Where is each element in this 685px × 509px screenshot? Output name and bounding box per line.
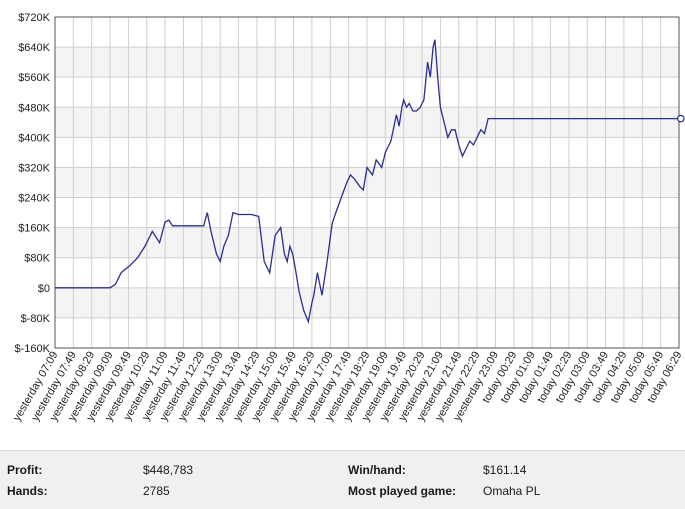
y-tick-label: $240K (18, 193, 50, 205)
y-tick-label: $320K (18, 162, 50, 174)
y-tick-label: $560K (18, 72, 50, 84)
most-played-game-label: Most played game: (348, 484, 457, 498)
y-tick-label: $80K (24, 253, 50, 265)
hands-label: Hands: (7, 484, 48, 498)
y-tick-label: $-80K (21, 313, 51, 325)
y-tick-label: $720K (18, 12, 50, 24)
winhand-value: $161.14 (483, 463, 527, 477)
profit-value: $448,783 (143, 463, 194, 477)
profit-line (55, 39, 681, 324)
y-tick-label: $160K (18, 223, 50, 235)
stats-panel: Profit: $448,783 Hands: 2785 Win/hand: $… (0, 450, 685, 509)
hands-value: 2785 (143, 484, 170, 498)
y-tick-label: $640K (18, 42, 50, 54)
winhand-label: Win/hand: (348, 463, 406, 477)
plot-border (54, 16, 680, 349)
y-tick-label: $480K (18, 102, 50, 114)
profit-chart: $720K $640K $560K $480K $400K $320K $240K $160K… (11, 12, 685, 423)
most-played-game-value: Omaha PL (483, 484, 541, 498)
profit-chart-svg: $720K $640K $560K $480K $400K $320K $240K $160K… (11, 12, 685, 423)
y-tick-label: $400K (18, 132, 50, 144)
end-point-marker[interactable] (677, 114, 685, 123)
profit-label: Profit: (7, 463, 43, 477)
y-tick-label: $0 (38, 283, 50, 295)
y-tick-label: $-160K (15, 343, 51, 355)
